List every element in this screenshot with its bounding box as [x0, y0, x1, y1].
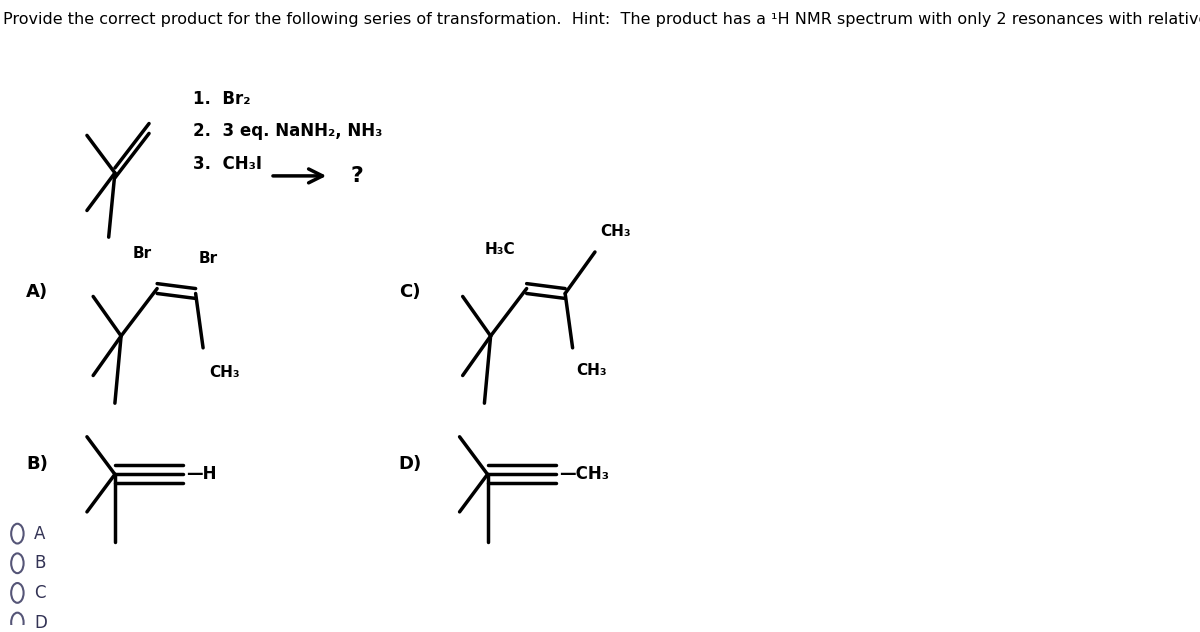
Text: H₃C: H₃C	[485, 242, 516, 257]
Text: ?: ?	[350, 166, 364, 186]
Text: 3.  CH₃I: 3. CH₃I	[192, 155, 262, 173]
Text: Br: Br	[199, 251, 218, 266]
Text: CH₃: CH₃	[209, 365, 240, 380]
Text: CH₃: CH₃	[576, 363, 607, 378]
Text: B): B)	[26, 456, 48, 473]
Text: Br: Br	[133, 246, 152, 261]
Text: —CH₃: —CH₃	[559, 465, 608, 483]
Text: C: C	[34, 584, 46, 602]
Text: —H: —H	[186, 465, 217, 483]
Text: 2.  3 eq. NaNH₂, NH₃: 2. 3 eq. NaNH₂, NH₃	[192, 123, 382, 140]
Text: D): D)	[398, 456, 422, 473]
Text: CH₃: CH₃	[600, 224, 630, 239]
Text: Provide the correct product for the following series of transformation.  Hint:  : Provide the correct product for the foll…	[4, 12, 1200, 27]
Text: A: A	[34, 525, 46, 543]
Text: C): C)	[398, 283, 420, 301]
Text: 1.  Br₂: 1. Br₂	[192, 90, 250, 108]
Text: A): A)	[26, 283, 48, 301]
Text: D: D	[34, 614, 47, 631]
Text: B: B	[34, 554, 46, 572]
